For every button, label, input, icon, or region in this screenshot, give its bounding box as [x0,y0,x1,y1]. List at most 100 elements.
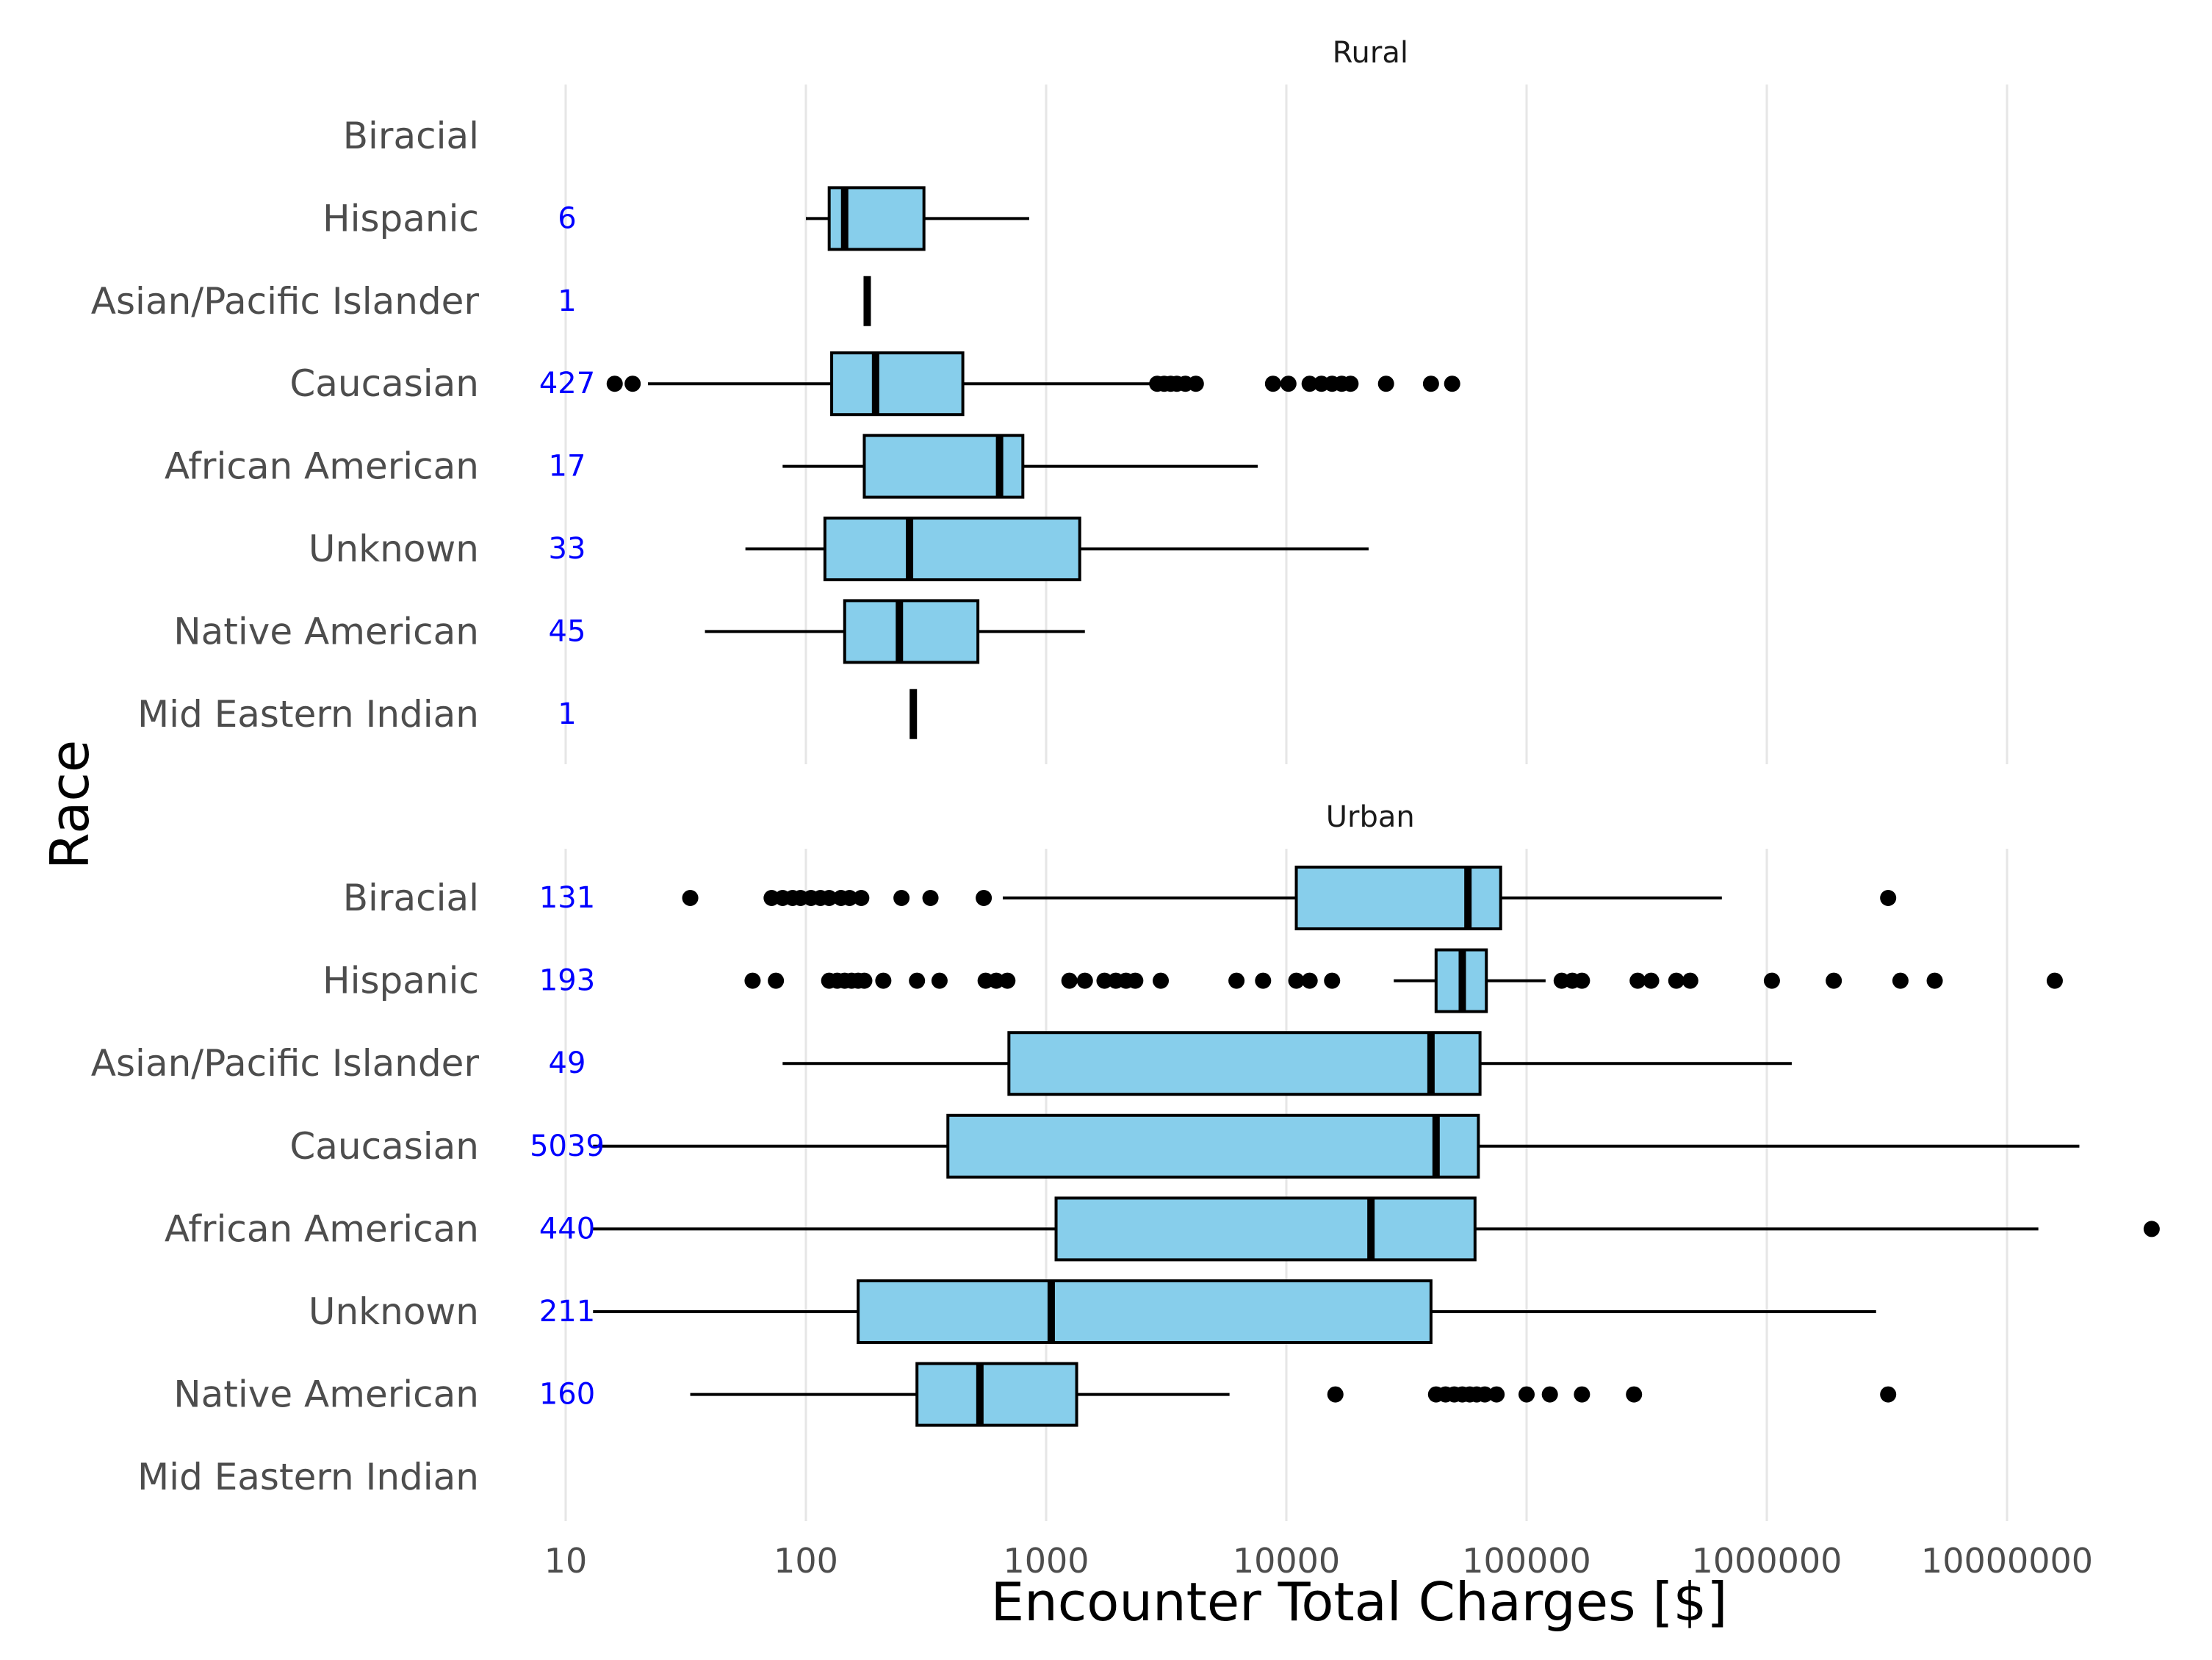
x-tick-label: 1000 [1003,1541,1089,1581]
outlier-point [624,376,641,392]
outlier-point [1422,376,1439,392]
category-label: Asian/Pacific Islander [91,280,480,323]
x-tick-label: 100 [774,1541,838,1581]
count-label: 45 [549,614,586,648]
outlier-point [1127,972,1144,989]
outlier-point [1096,972,1113,989]
outlier-point [875,972,892,989]
outlier-point [856,972,873,989]
outlier-point [1488,1386,1505,1403]
outlier-point [893,890,910,906]
outlier-point [1763,972,1780,989]
category-label: Native American [173,610,479,653]
count-label: 193 [539,964,595,998]
box-urban-caucasian [946,1113,1480,1179]
outlier-point [1377,376,1394,392]
outlier-point [1301,376,1318,392]
count-label: 427 [539,367,595,400]
outlier-point [1574,1386,1590,1403]
outlier-point [1826,972,1842,989]
count-label: 160 [539,1378,595,1412]
outlier-point [853,890,870,906]
outlier-point [922,890,939,906]
category-label: Hispanic [323,960,479,1002]
outlier-point [744,972,761,989]
outlier-point [1574,972,1590,989]
x-tick-label: 100000 [1462,1541,1591,1581]
category-label: Hispanic [323,197,479,240]
facet-title-urban: Urban [1326,800,1415,834]
outlier-point [1477,1386,1494,1403]
count-label: 1 [558,284,576,318]
outlier-point [1880,1386,1897,1403]
outlier-point [1541,1386,1558,1403]
category-label: Asian/Pacific Islander [91,1042,480,1085]
count-label: 5039 [530,1129,605,1163]
box-rural-native-american [843,599,980,664]
box-urban-unknown [857,1279,1433,1344]
category-label: African American [165,1207,479,1250]
outlier-point [1444,376,1460,392]
count-label: 17 [549,450,586,484]
outlier-point [1682,972,1698,989]
category-label: Caucasian [289,362,479,405]
category-label: Caucasian [289,1125,479,1168]
outlier-point [1342,376,1359,392]
grid-layer [564,85,2009,1521]
outlier-point [1076,972,1093,989]
outlier-point [1187,376,1204,392]
x-tick-label: 10000 [1233,1541,1340,1581]
count-label: 131 [539,881,595,915]
outlier-point [606,376,623,392]
outlier-point [1288,972,1305,989]
outlier-point [931,972,948,989]
outlier-point [1324,972,1341,989]
outlier-point [1519,1386,1535,1403]
outlier-point [988,972,1005,989]
box-rural-caucasian [830,351,965,417]
box-urban-native-american [915,1362,1078,1427]
count-label: 211 [539,1295,595,1329]
count-label: 1 [558,697,576,731]
category-label: Unknown [309,528,479,570]
category-label: Mid Eastern Indian [137,1456,479,1498]
outlier-point [841,890,858,906]
x-tick-label: 1000000 [1692,1541,1842,1581]
x-tick-label: 10 [544,1541,588,1581]
outlier-point [1327,1386,1344,1403]
category-label: Mid Eastern Indian [137,693,479,736]
labels-layer: 10 100 1000 10000 100000 1000000 10000000 Rural… [91,36,2093,1581]
outlier-point [2143,1221,2160,1237]
category-label: Native American [173,1373,479,1416]
outlier-point [1264,376,1281,392]
facet-title-rural: Rural [1333,36,1408,70]
outlier-point [1153,972,1170,989]
box-urban-asian-pacific-islander [1007,1031,1482,1096]
outlier-point [1280,376,1297,392]
outlier-point [1643,972,1660,989]
outlier-point [2046,972,2063,989]
outlier-point [1626,1386,1643,1403]
outlier-point [1228,972,1245,989]
count-label: 33 [549,532,586,566]
outlier-point [976,890,992,906]
outlier-point [909,972,926,989]
count-label: 49 [549,1046,586,1080]
marks-layer [593,186,2160,1427]
outlier-point [1880,890,1897,906]
outlier-point [821,890,837,906]
outlier-point [1301,972,1318,989]
outlier-point [682,890,699,906]
box-rural-unknown [823,517,1081,581]
x-axis-title: Encounter Total Charges [$] [991,1571,1728,1633]
category-label: Biracial [343,115,479,157]
outlier-point [1668,972,1685,989]
box-urban-african-american [1054,1196,1477,1262]
count-label: 440 [539,1212,595,1246]
outlier-point [1061,972,1078,989]
y-axis-title: Race [39,740,101,869]
outlier-point [999,972,1016,989]
count-label: 6 [558,201,576,235]
category-label: Biracial [343,877,479,919]
